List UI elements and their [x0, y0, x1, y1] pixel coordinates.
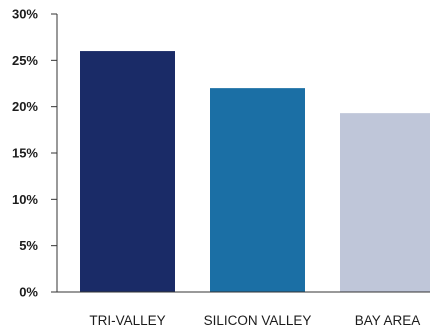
y-tick-label: 0%: [19, 285, 38, 300]
y-axis: 0% 5% 10% 15% 20% 25% 30%: [12, 7, 58, 300]
x-category-label: BAY AREA: [355, 313, 421, 328]
bar-tri-valley: [80, 51, 175, 292]
x-axis: TRI-VALLEY SILICON VALLEY BAY AREA: [57, 291, 430, 328]
y-tick-label: 15%: [12, 146, 38, 161]
y-tick-label: 30%: [12, 7, 38, 22]
x-category-label: SILICON VALLEY: [204, 313, 312, 328]
bars: [80, 51, 430, 292]
y-tick-label: 5%: [19, 238, 38, 253]
y-tick-label: 10%: [12, 192, 38, 207]
y-tick-label: 20%: [12, 99, 38, 114]
y-tick-label: 25%: [12, 53, 38, 68]
bar-silicon-valley: [210, 88, 305, 292]
x-category-label: TRI-VALLEY: [89, 313, 165, 328]
bar-bay-area: [340, 113, 430, 292]
